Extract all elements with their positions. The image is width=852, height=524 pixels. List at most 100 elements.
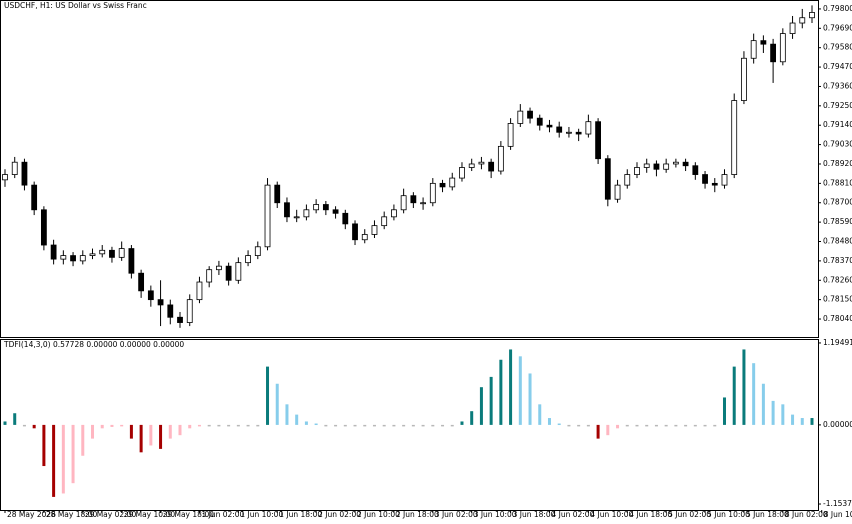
chart-title: USDCHF, H1: US Dollar vs Swiss Franc	[4, 1, 147, 10]
candle-body	[449, 177, 456, 188]
y-tick-label: 0.78700	[823, 198, 852, 207]
candle-body	[216, 265, 222, 271]
histogram-bar	[217, 424, 221, 427]
histogram-bar	[32, 424, 36, 429]
histogram-bar	[188, 424, 192, 429]
candle-body	[284, 202, 290, 218]
candle-body	[595, 121, 601, 160]
histogram-bar	[22, 424, 26, 427]
candle-body	[750, 40, 757, 59]
candle-body	[556, 126, 563, 133]
candle-body	[118, 248, 125, 258]
histogram-bar	[129, 424, 133, 439]
candle-body	[517, 110, 524, 124]
candle-body	[2, 174, 8, 181]
candle-body	[70, 255, 76, 262]
histogram-bar	[343, 424, 347, 427]
candle-body	[391, 209, 397, 218]
candle-body	[731, 100, 738, 175]
candle-body	[575, 131, 582, 135]
candle-body	[536, 117, 543, 126]
y-tick-label: 0.79360	[823, 81, 852, 90]
candle-body	[546, 124, 553, 128]
candle-body	[702, 174, 708, 184]
y-tick-label: 0.79690	[823, 23, 852, 32]
histogram-bar	[791, 414, 795, 425]
histogram-bar	[324, 424, 328, 427]
histogram-bar	[334, 424, 338, 427]
histogram-bar	[149, 424, 153, 446]
candle-body	[313, 204, 320, 211]
histogram-bar	[3, 421, 7, 425]
candle-body	[760, 40, 767, 45]
candle-body	[361, 234, 368, 241]
candle-body	[789, 22, 796, 34]
candle-body	[274, 184, 281, 204]
candle-body	[157, 299, 164, 306]
candle-body	[711, 182, 718, 186]
candle-body	[643, 163, 650, 168]
candle-body	[245, 255, 251, 264]
histogram-bar	[256, 424, 260, 427]
histogram-bar	[266, 366, 270, 425]
y-tick-label: 0.79250	[823, 101, 852, 110]
histogram-bar	[159, 424, 163, 449]
candle-body	[225, 265, 232, 281]
candle-body	[624, 174, 631, 186]
candle-body	[322, 204, 329, 211]
y-tick-label: 0.78370	[823, 256, 852, 265]
x-tick-label: 3 Jun 10:00	[474, 510, 517, 519]
histogram-bar	[479, 387, 483, 425]
histogram-bar	[314, 423, 318, 426]
candle-body	[459, 167, 465, 179]
candle-body	[497, 145, 504, 172]
x-tick-label: 1 Jun 10:00	[240, 510, 283, 519]
x-tick-label: 29 May 10:00	[124, 510, 176, 519]
histogram-bar	[703, 424, 707, 427]
histogram-bar	[781, 404, 785, 425]
histogram-bar	[664, 424, 668, 427]
main-panel	[0, 0, 819, 338]
histogram-bar	[586, 424, 590, 427]
x-tick-label: 2 Jun 02:00	[318, 510, 361, 519]
candle-body	[770, 43, 777, 63]
y-tick-label: 0.79140	[823, 120, 852, 129]
candle-body	[31, 184, 38, 211]
x-tick-label: 4 Jun 02:00	[551, 510, 594, 519]
y-tick-label: 0.78920	[823, 159, 852, 168]
histogram-bar	[197, 424, 201, 427]
y-tick-label: -1.15377	[823, 499, 852, 508]
candle-body	[11, 161, 18, 175]
candle-body	[381, 216, 388, 227]
candle-body	[89, 253, 96, 256]
candle-body	[604, 158, 611, 200]
candle-body	[779, 33, 786, 63]
histogram-bar	[110, 424, 114, 427]
y-tick-label: 0.00000	[823, 420, 852, 429]
y-tick-label: 0.78590	[823, 217, 852, 226]
candle-body	[147, 290, 154, 301]
histogram-bar	[402, 424, 406, 427]
histogram-bar	[81, 424, 85, 456]
histogram-bar	[645, 424, 649, 427]
x-tick-label: 3 Jun 02:00	[435, 510, 478, 519]
candle-body	[303, 209, 310, 218]
candle-body	[634, 167, 640, 175]
candle-body	[186, 299, 193, 323]
histogram-bar	[441, 424, 445, 427]
histogram-bar	[61, 424, 65, 494]
x-tick-label: 5 Jun 10:00	[707, 510, 750, 519]
x-tick-label: 1 Jun 02:00	[201, 510, 244, 519]
x-tick-label: 8 Jun 02:00	[785, 510, 828, 519]
histogram-bar	[684, 424, 688, 427]
candle-body	[439, 182, 446, 188]
histogram-bar	[13, 413, 17, 425]
histogram-bar	[771, 400, 775, 425]
histogram-bar	[246, 424, 250, 427]
candle-body	[177, 316, 183, 323]
histogram-bar	[382, 424, 386, 427]
histogram-bar	[100, 424, 104, 429]
y-tick-label: 0.78260	[823, 275, 852, 284]
histogram-bar	[71, 424, 75, 484]
